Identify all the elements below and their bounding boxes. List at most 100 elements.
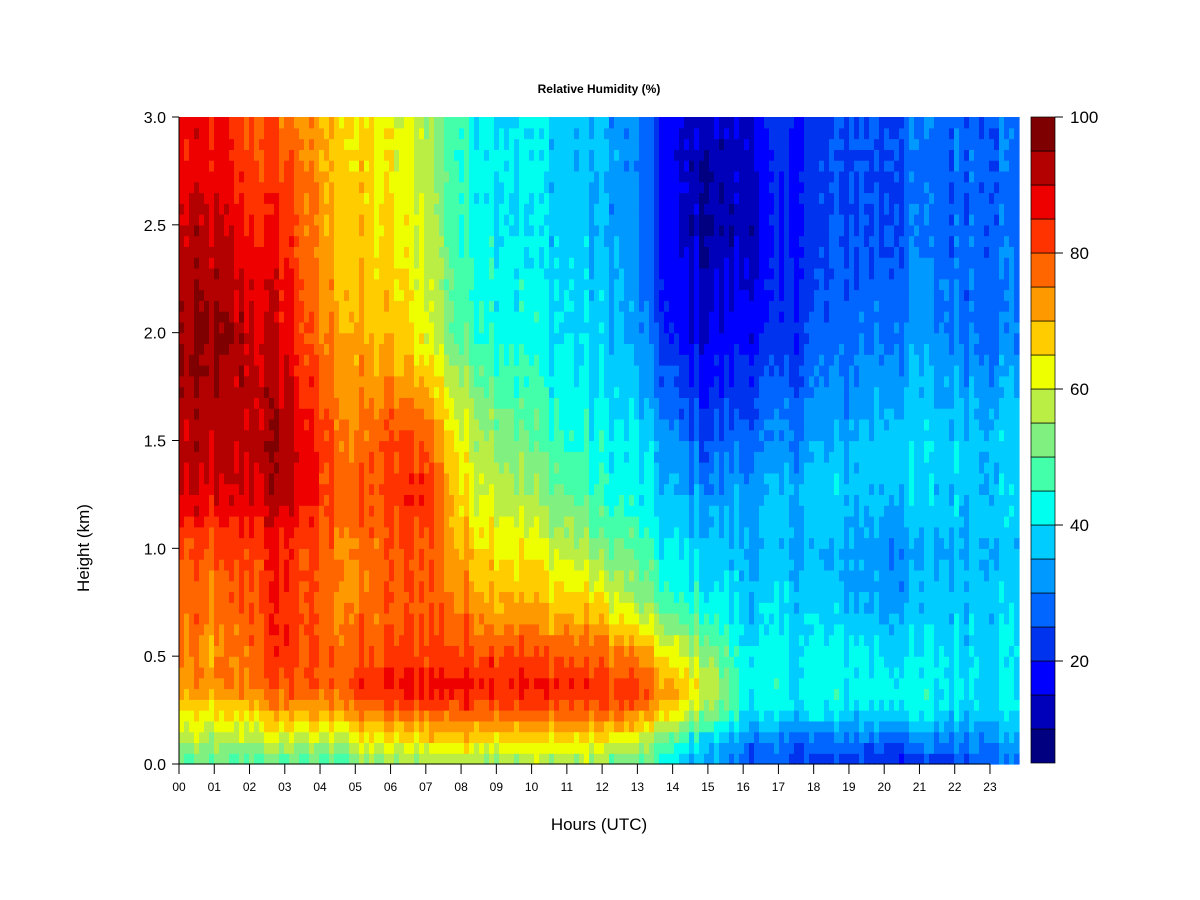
heatmap-cell [189,699,195,711]
heatmap-cell [289,505,295,517]
heatmap-cell [424,515,430,528]
heatmap-cell [284,742,290,754]
heatmap-cell [254,462,260,474]
heatmap-cell [579,224,585,237]
heatmap-cell [179,289,185,301]
heatmap-cell [509,332,515,345]
heatmap-cell [484,440,490,452]
heatmap-cell [289,666,295,679]
heatmap-cell [284,149,290,161]
heatmap-cell [559,224,565,237]
heatmap-cell [424,117,430,129]
heatmap-cell [559,429,565,442]
heatmap-cell [459,257,465,269]
heatmap-cell [234,677,240,690]
heatmap-cell [389,537,395,549]
heatmap-cell [564,332,570,345]
heatmap-cell [359,117,365,129]
heatmap-cell [269,181,275,194]
heatmap-cell [339,127,345,140]
heatmap-cell [414,526,420,539]
heatmap-cell [294,688,300,700]
heatmap-cell [389,160,395,172]
heatmap-cell [209,278,215,291]
heatmap-cell [439,613,445,625]
heatmap-cell [259,386,265,398]
heatmap-cell [334,515,340,528]
heatmap-cell [544,332,550,345]
heatmap-cell [339,451,345,463]
heatmap-cell [519,332,525,345]
heatmap-cell [534,203,540,215]
heatmap-cell [244,483,250,496]
heatmap-cell [369,127,375,140]
heatmap-cell [554,699,560,711]
heatmap-cell [494,699,500,711]
heatmap-cell [404,343,410,355]
heatmap-cell [369,548,375,560]
heatmap-cell [284,224,290,237]
heatmap-cell [489,440,495,452]
heatmap-cell [294,375,300,388]
heatmap-cell [274,483,280,496]
heatmap-cell [439,677,445,690]
heatmap-cell [229,235,235,247]
heatmap-cell [259,494,265,506]
heatmap-cell [369,203,375,215]
heatmap-cell [489,214,495,226]
heatmap-cell [214,117,220,129]
heatmap-cell [519,149,525,161]
heatmap-cell [439,602,445,614]
heatmap-cell [584,429,590,442]
heatmap-cell [484,645,490,657]
heatmap-cell [274,440,280,452]
heatmap-cell [274,267,280,280]
heatmap-cell [449,440,455,452]
heatmap-cell [334,354,340,366]
heatmap-cell [184,656,190,668]
heatmap-cell [249,160,255,172]
heatmap-cell [459,214,465,226]
heatmap-cell [264,526,270,539]
heatmap-cell [394,170,400,183]
heatmap-cell [359,656,365,668]
heatmap-cell [539,375,545,388]
heatmap-cell [529,300,535,312]
heatmap-cell [429,332,435,345]
heatmap-cell [309,267,315,280]
heatmap-cell [259,753,265,765]
heatmap-cell [474,515,480,528]
heatmap-cell [284,257,290,269]
heatmap-cell [564,569,570,582]
heatmap-cell [484,192,490,204]
heatmap-cell [369,677,375,690]
heatmap-cell [454,602,460,614]
heatmap-cell [549,688,555,700]
heatmap-cell [344,267,350,280]
heatmap-cell [524,429,530,442]
heatmap-cell [279,300,285,312]
heatmap-cell [264,515,270,528]
heatmap-cell [304,246,310,258]
heatmap-cell [289,127,295,140]
heatmap-cell [344,311,350,323]
heatmap-cell [419,742,425,754]
heatmap-cell [564,160,570,172]
heatmap-cell [309,483,315,496]
heatmap-cell [484,677,490,690]
heatmap-cell [239,742,245,754]
heatmap-cell [234,375,240,388]
heatmap-cell [274,623,280,636]
heatmap-cell [549,602,555,614]
heatmap-cell [369,418,375,431]
heatmap-cell [229,462,235,474]
heatmap-cell [449,365,455,377]
heatmap-cell [549,462,555,474]
heatmap-cell [509,235,515,247]
heatmap-cell [379,494,385,506]
heatmap-cell [239,505,245,517]
heatmap-cell [189,537,195,549]
heatmap-cell [489,591,495,603]
heatmap-cell [399,365,405,377]
heatmap-cell [499,300,505,312]
